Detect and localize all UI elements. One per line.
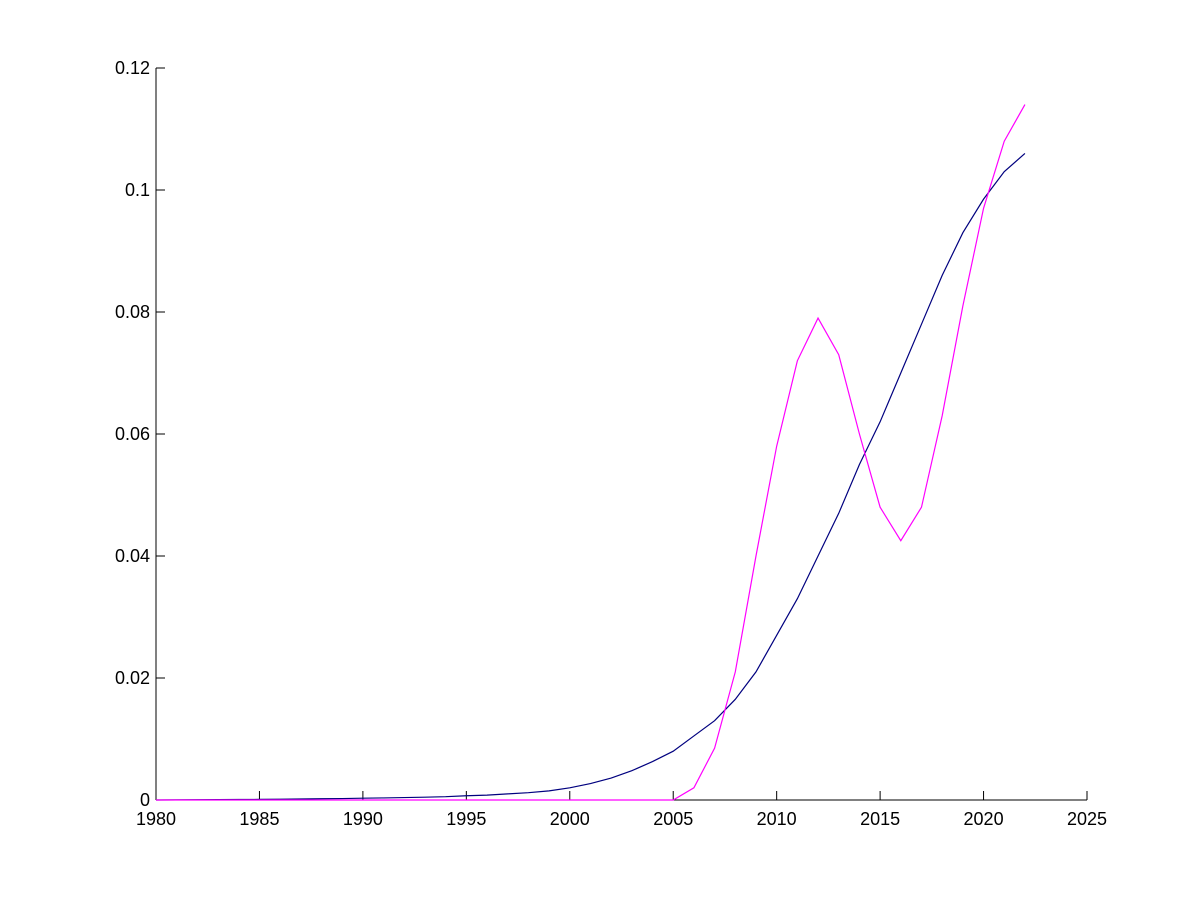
y-tick-label: 0.06 — [115, 424, 150, 444]
x-tick-label: 1990 — [343, 809, 383, 829]
x-tick-label: 2005 — [653, 809, 693, 829]
y-tick-label: 0 — [140, 790, 150, 810]
x-tick-label: 1985 — [239, 809, 279, 829]
y-tick-label: 0.12 — [115, 58, 150, 78]
series-line — [155, 152, 1026, 801]
x-tick-label: 1995 — [446, 809, 486, 829]
x-tick-label: 2010 — [757, 809, 797, 829]
series-line — [156, 104, 1026, 801]
x-tick-label: 1980 — [136, 809, 176, 829]
y-tick-label: 0.1 — [125, 180, 150, 200]
y-tick-label: 0.02 — [115, 668, 150, 688]
x-tick-label: 2025 — [1067, 809, 1107, 829]
x-tick-label: 2015 — [860, 809, 900, 829]
y-tick-label: 0.08 — [115, 302, 150, 322]
x-tick-label: 2000 — [550, 809, 590, 829]
y-tick-label: 0.04 — [115, 546, 150, 566]
x-tick-label: 2020 — [964, 809, 1004, 829]
